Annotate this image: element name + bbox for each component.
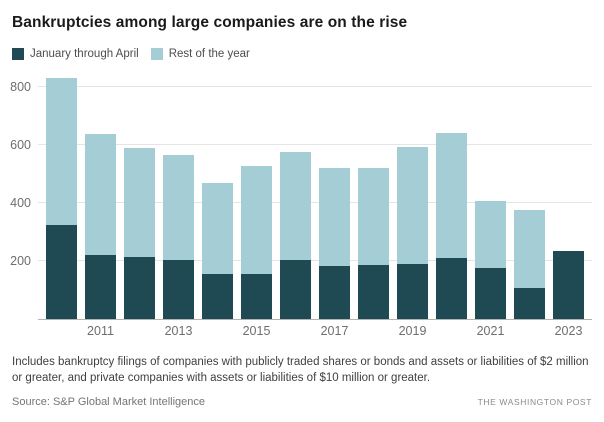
bar-segment-rest-of-year <box>319 168 350 266</box>
bar-2011 <box>85 134 116 319</box>
x-axis: 2011 2013 2015 2017 2019 2021 2023 <box>38 324 592 339</box>
bar-segment-jan-through-april <box>124 256 155 319</box>
bar-2014 <box>202 182 233 319</box>
bar-segment-jan-through-april <box>241 274 272 319</box>
x-axis-spacer <box>436 325 467 339</box>
source-label: Source: S&P Global Market Intelligence <box>12 396 206 409</box>
bar-segment-jan-through-april <box>202 274 233 319</box>
source-row: Source: S&P Global Market Intelligence T… <box>12 396 592 408</box>
legend-item-january-through-april: January through April <box>12 48 139 60</box>
legend-label: January through April <box>30 48 139 60</box>
x-axis-label: 2017 <box>320 324 349 338</box>
bar-2016 <box>280 151 311 319</box>
bar-segment-jan-through-april <box>475 268 506 319</box>
bar-2023 <box>553 250 584 319</box>
bar-segment-rest-of-year <box>358 168 389 266</box>
x-axis-spacer <box>202 325 233 339</box>
publisher-credit: THE WASHINGTON POST <box>477 397 592 408</box>
bar-segment-jan-through-april <box>319 265 350 319</box>
bar-segment-jan-through-april <box>514 287 545 319</box>
bar-2022 <box>514 210 545 319</box>
bar-segment-jan-through-april <box>85 255 116 319</box>
bar-segment-rest-of-year <box>475 200 506 269</box>
y-axis-label: 600 <box>10 137 31 152</box>
x-axis-label: 2023 <box>554 324 583 338</box>
bar-segment-rest-of-year <box>436 133 467 259</box>
chart-title: Bankruptcies among large companies are o… <box>12 14 408 31</box>
bar-segment-jan-through-april <box>163 259 194 319</box>
x-axis-spacer <box>46 325 77 339</box>
x-axis-label: 2013 <box>164 324 193 338</box>
bar-segment-jan-through-april <box>280 260 311 319</box>
bar-segment-rest-of-year <box>124 147 155 257</box>
bar-chart: 200 400 600 800 2011 2013 2015 2017 2019 2021 202… <box>10 78 592 339</box>
bar-segment-jan-through-april <box>358 265 389 319</box>
gridline <box>38 202 592 203</box>
legend-label: Rest of the year <box>168 48 250 60</box>
x-axis-label: 2011 <box>87 324 114 338</box>
bar-2020 <box>436 133 467 319</box>
bar-2018 <box>358 168 389 319</box>
gridline <box>38 86 592 87</box>
plot-area <box>38 78 592 320</box>
y-axis-label: 800 <box>10 79 31 94</box>
legend-swatch-dark <box>12 48 24 60</box>
gridline <box>38 260 592 261</box>
y-axis-label: 400 <box>10 195 31 210</box>
legend-item-rest-of-year: Rest of the year <box>150 48 250 60</box>
legend: January through April Rest of the year <box>12 48 592 60</box>
bar-2021 <box>475 200 506 319</box>
bar-segment-rest-of-year <box>280 151 311 261</box>
plot-wrap: 200 400 600 800 <box>10 78 592 320</box>
bar-segment-jan-through-april <box>553 250 584 319</box>
bar-2019 <box>397 147 428 319</box>
bar-2012 <box>124 147 155 319</box>
bar-segment-rest-of-year <box>46 78 77 225</box>
bar-segment-rest-of-year <box>85 134 116 256</box>
bar-2013 <box>163 155 194 319</box>
x-axis-spacer <box>358 325 389 339</box>
x-axis-spacer <box>514 325 545 339</box>
bar-segment-rest-of-year <box>397 147 428 264</box>
bar-2017 <box>319 168 350 319</box>
bar-2010 <box>46 78 77 319</box>
x-axis-label: 2015 <box>242 324 271 338</box>
bar-segment-jan-through-april <box>46 224 77 319</box>
bar-segment-rest-of-year <box>514 210 545 288</box>
bar-segment-jan-through-april <box>436 258 467 319</box>
footnote: Includes bankruptcy filings of companies… <box>12 356 589 385</box>
bar-segment-rest-of-year <box>241 166 272 275</box>
legend-swatch-light <box>150 48 163 60</box>
bar-segment-rest-of-year <box>202 182 233 275</box>
x-axis-spacer <box>124 325 155 339</box>
bar-segment-jan-through-april <box>397 263 428 319</box>
x-axis-label: 2019 <box>398 324 427 338</box>
gridline <box>38 144 592 145</box>
bar-2015 <box>241 166 272 319</box>
x-axis-label: 2021 <box>476 324 505 338</box>
y-axis-label: 200 <box>10 253 31 268</box>
x-axis-spacer <box>280 325 311 339</box>
bar-segment-rest-of-year <box>163 155 194 260</box>
